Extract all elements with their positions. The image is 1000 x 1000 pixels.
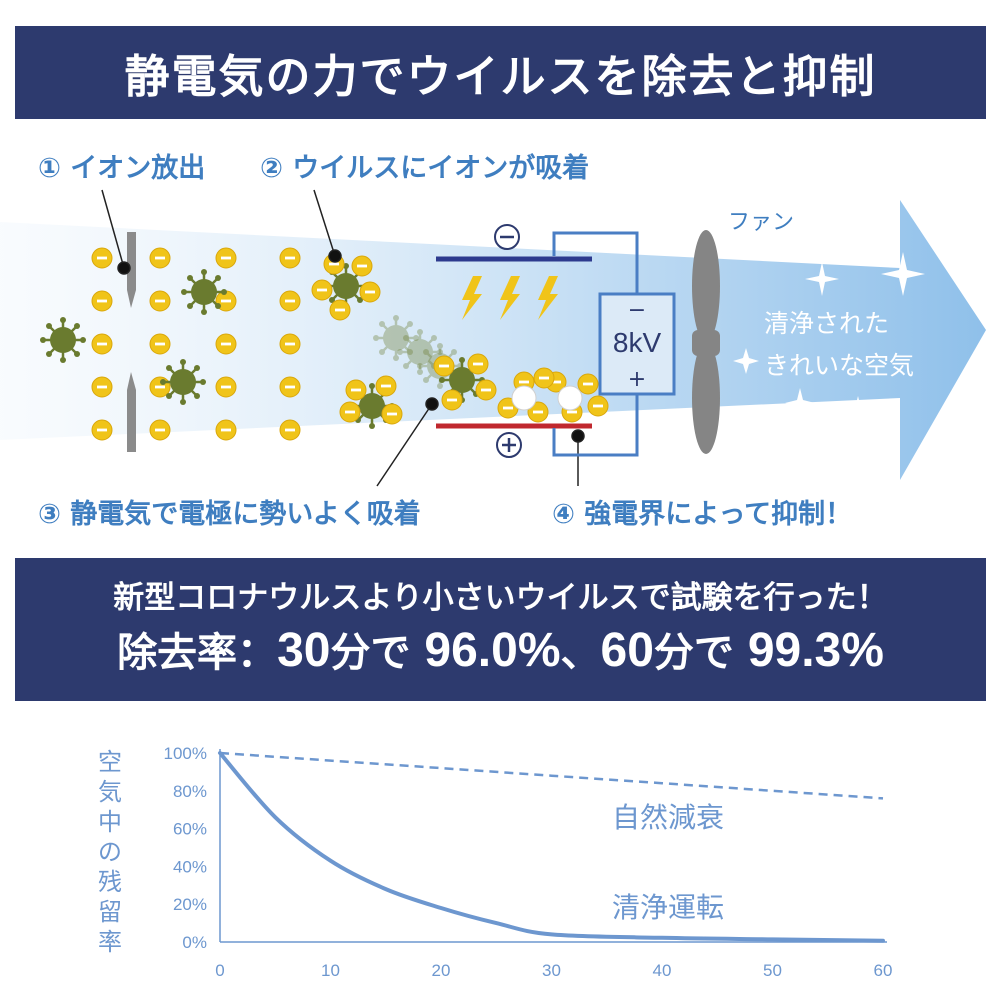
- fan-label: ファン: [728, 210, 794, 235]
- y-tick-label: 40%: [173, 857, 207, 876]
- power-circuit: [552, 231, 676, 457]
- x-tick-label: 50: [763, 961, 782, 980]
- time-60: 60: [600, 624, 654, 677]
- y-axis-title-char: 留: [98, 898, 122, 926]
- trapped-viruses: [497, 367, 609, 423]
- lightning-icon: [462, 276, 558, 320]
- y-axis-title-char: 気: [98, 778, 122, 806]
- step4-label: ④ 強電界によって抑制！: [552, 499, 852, 530]
- series-label-cleaning-operation: 清浄運転: [612, 891, 724, 924]
- y-tick-label: 100%: [164, 744, 207, 763]
- y-axis-title-char: 空: [98, 748, 122, 776]
- series-line-natural-decay: [219, 751, 884, 800]
- clean-air-line2: きれいな空気: [764, 351, 914, 380]
- x-tick-label: 0: [215, 961, 224, 980]
- series-label-natural-decay: 自然減衰: [612, 801, 724, 834]
- minutes-unit: 分で: [653, 630, 748, 676]
- rate-60: 99.3%: [747, 624, 884, 677]
- x-tick-label: 60: [874, 961, 893, 980]
- y-axis-title-char: 率: [98, 928, 122, 956]
- y-axis-title-char: の: [98, 838, 122, 866]
- y-tick-label: 0%: [182, 933, 207, 952]
- voltage-plus: +: [628, 367, 646, 392]
- y-axis-title-char: 残: [98, 868, 122, 896]
- airflow-arrow: [0, 200, 986, 480]
- removal-rate-prefix: 除去率：: [117, 630, 278, 676]
- ion-emitter-needles: [127, 232, 136, 452]
- step3-label: ③ 静電気で電極に勢いよく吸着: [38, 498, 421, 530]
- test-statement: 新型コロナウルスより小さいウイルスで試験を行った！: [113, 580, 888, 616]
- voltage-minus: −: [628, 298, 646, 323]
- series-line-cleaning-operation: [218, 751, 885, 943]
- step1-label: ① イオン放出: [38, 152, 205, 184]
- y-tick-label: 60%: [173, 820, 207, 839]
- title-banner: 静電気の力でウイルスを除去と抑制: [15, 26, 986, 119]
- ionizer-diagram: ① イオン放出 ② ウイルスにイオンが吸着 ③ 静電気で電極に勢いよく吸着 ④ …: [0, 152, 986, 530]
- y-tick-label: 80%: [173, 782, 207, 801]
- y-tick-label: 20%: [173, 895, 207, 914]
- minutes-unit: 分で: [330, 630, 425, 676]
- voltage-label: 8kV: [613, 327, 662, 358]
- negative-terminal-icon: [494, 224, 520, 250]
- x-tick-label: 40: [653, 961, 672, 980]
- removal-rate: 除去率：30分で 96.0%、60分で 99.3%: [15, 620, 986, 678]
- rate-30: 96.0%: [424, 624, 561, 677]
- y-axis-title-char: 中: [98, 808, 122, 836]
- sparkle-icons: [733, 252, 925, 436]
- x-tick-label: 10: [321, 961, 340, 980]
- separator: 、: [560, 630, 601, 676]
- result-banner: 新型コロナウルスより小さいウイルスで試験を行った！ 除去率：30分で 96.0%…: [15, 558, 986, 701]
- positive-terminal-icon: [496, 432, 522, 458]
- step2-label: ② ウイルスにイオンが吸着: [260, 152, 589, 184]
- clean-air-line1: 清浄された: [764, 309, 889, 338]
- leader-lines: [101, 189, 585, 487]
- fan-icon: [692, 230, 720, 454]
- page-title: 静電気の力でウイルスを除去と抑制: [124, 50, 877, 103]
- x-tick-label: 20: [432, 961, 451, 980]
- x-tick-label: 30: [542, 961, 561, 980]
- time-30: 30: [277, 624, 331, 677]
